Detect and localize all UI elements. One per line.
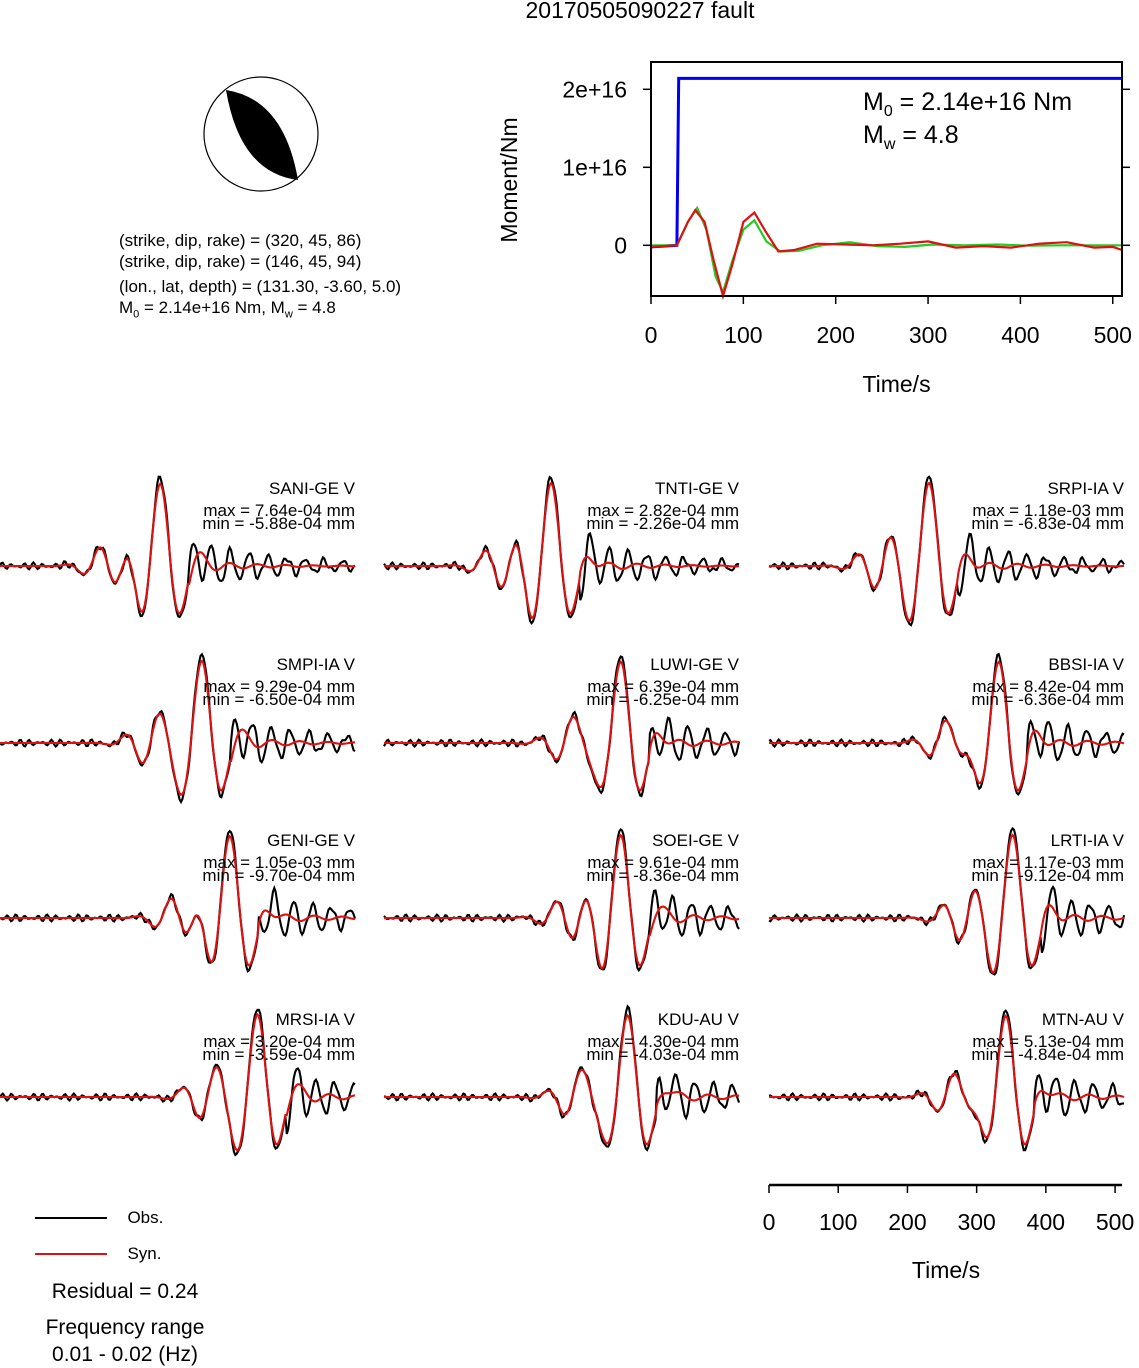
moment-xtick-label-1: 100: [724, 322, 762, 348]
waveform-syn-10: [384, 1013, 740, 1146]
waveform-syn-1: [384, 481, 740, 619]
station-max-6: max = 1.05e-03 mm: [203, 853, 355, 872]
legend-syn-label: Syn.: [127, 1244, 162, 1263]
waveform-syn-2: [769, 481, 1125, 623]
summary: Residual = 0.24 Frequency range 0.01 - 0…: [0, 1278, 250, 1368]
waveform-obs-8: [768, 826, 1126, 976]
moment-ytick-label-2: 2e+16: [562, 76, 627, 102]
moment-ytick-label-1: 1e+16: [562, 154, 627, 180]
station-min-3: min = -6.50e-04 mm: [202, 690, 355, 709]
station-min-8: min = -9.12e-04 mm: [971, 866, 1124, 885]
moment-xtick-label-0: 0: [645, 322, 658, 348]
station-name-10: KDU-AU V: [658, 1010, 740, 1029]
waveform-syn-3: [0, 659, 356, 796]
location: (lon., lat, depth) = (131.30, -3.60, 5.0…: [119, 277, 402, 296]
station-min-6: min = -9.70e-04 mm: [202, 866, 355, 885]
freq-label: Frequency range: [45, 1316, 205, 1339]
station-name-1: TNTI-GE V: [655, 479, 740, 498]
station-min-9: min = -3.59e-04 mm: [202, 1045, 355, 1064]
moment-chart: 0 100 200 300 400 500 0 1e+16 2e+16 Time/s Moment/…: [496, 61, 1132, 397]
waveform-syn-7: [384, 833, 740, 970]
station-name-6: GENI-GE V: [267, 831, 356, 850]
legend-obs-label: Obs.: [127, 1208, 164, 1227]
nodal-plane-2: (strike, dip, rake) = (146, 45, 94): [119, 252, 362, 271]
waveform-obs-0: [0, 475, 356, 619]
station-min-0: min = -5.88e-04 mm: [202, 514, 355, 533]
station-max-0: max = 7.64e-04 mm: [203, 501, 355, 520]
wave-xtick-label-5: 500: [1096, 1209, 1134, 1235]
station-min-5: min = -6.36e-04 mm: [971, 690, 1124, 709]
wave-xtick-label-4: 400: [1027, 1209, 1065, 1235]
waveform-syn-6: [0, 834, 356, 967]
station-max-5: max = 8.42e-04 mm: [972, 677, 1124, 696]
waveform-obs-2: [768, 475, 1125, 627]
moment-xtick-label-4: 400: [1001, 322, 1039, 348]
freq-value: 0.01 - 0.02 (Hz): [52, 1343, 198, 1366]
wave-xtick-label-1: 100: [819, 1209, 857, 1235]
beachball-icon: [203, 76, 319, 192]
page-title: 20170505090227 fault: [525, 0, 755, 23]
moment-xtick-label-2: 200: [817, 322, 855, 348]
wave-xtick-label-3: 300: [957, 1209, 995, 1235]
station-min-1: min = -2.26e-04 mm: [586, 514, 739, 533]
station-name-5: BBSI-IA V: [1048, 655, 1124, 674]
station-max-9: max = 3.20e-04 mm: [203, 1032, 355, 1051]
residual: Residual = 0.24: [51, 1280, 199, 1303]
station-max-4: max = 6.39e-04 mm: [587, 677, 739, 696]
station-name-4: LUWI-GE V: [650, 655, 739, 674]
moment-ylabel: Moment/Nm: [496, 117, 522, 242]
legend-obs: Obs.: [35, 1208, 163, 1228]
station-min-4: min = -6.25e-04 mm: [586, 690, 739, 709]
waveform-syn-11: [769, 1014, 1125, 1146]
magnitude-line: M0 = 2.14e+16 Nm, Mw = 4.8: [119, 298, 336, 321]
legend-obs-line: [35, 1217, 107, 1219]
station-max-2: max = 1.18e-03 mm: [972, 501, 1124, 520]
station-max-10: max = 4.30e-04 mm: [587, 1032, 739, 1051]
waveform-syn-0: [0, 482, 355, 615]
wave-xtick-label-2: 200: [888, 1209, 926, 1235]
wave-xtick-label-0: 0: [763, 1209, 776, 1235]
station-max-11: max = 5.13e-04 mm: [972, 1032, 1124, 1051]
station-min-11: min = -4.84e-04 mm: [971, 1045, 1124, 1064]
moment-xtick-label-3: 300: [909, 322, 947, 348]
station-max-7: max = 9.61e-04 mm: [587, 853, 739, 872]
moment-annotation-mw: Mw = 4.8: [863, 121, 959, 153]
station-max-1: max = 2.82e-04 mm: [587, 501, 739, 520]
station-max-8: max = 1.17e-03 mm: [972, 853, 1124, 872]
moment-annotation-m0: M0 = 2.14e+16 Nm: [863, 88, 1072, 120]
waveform-obs-7: [383, 828, 740, 973]
station-name-3: SMPI-IA V: [277, 655, 356, 674]
station-name-9: MRSI-IA V: [276, 1010, 356, 1029]
mechanism-info: (strike, dip, rake) = (320, 45, 86) (str…: [119, 230, 401, 325]
legend-syn-line: [35, 1253, 107, 1255]
wave-xlabel: Time/s: [912, 1257, 980, 1283]
moment-ytick-label-0: 0: [614, 232, 627, 258]
station-name-8: LRTI-IA V: [1051, 831, 1125, 850]
waveform-syn-5: [769, 660, 1125, 792]
station-min-2: min = -6.83e-04 mm: [971, 514, 1124, 533]
station-min-10: min = -4.03e-04 mm: [586, 1045, 739, 1064]
legend-syn: Syn.: [35, 1244, 161, 1264]
moment-xtick-label-5: 500: [1094, 322, 1132, 348]
station-name-0: SANI-GE V: [269, 479, 356, 498]
waveform-syn-8: [769, 833, 1125, 975]
waveform-obs-1: [383, 475, 740, 625]
waveform-syn-9: [0, 1012, 356, 1152]
station-max-3: max = 9.29e-04 mm: [203, 677, 355, 696]
station-name-11: MTN-AU V: [1042, 1010, 1125, 1029]
moment-series-2: [650, 208, 1123, 301]
moment-plot-frame: [650, 61, 1123, 297]
nodal-plane-1: (strike, dip, rake) = (320, 45, 86): [119, 231, 362, 250]
waveform-obs-5: [768, 652, 1125, 797]
station-name-7: SOEI-GE V: [652, 831, 740, 850]
station-min-7: min = -8.36e-04 mm: [586, 866, 739, 885]
moment-xlabel: Time/s: [862, 371, 930, 397]
waveform-syn-4: [384, 660, 740, 792]
station-name-2: SRPI-IA V: [1047, 479, 1124, 498]
